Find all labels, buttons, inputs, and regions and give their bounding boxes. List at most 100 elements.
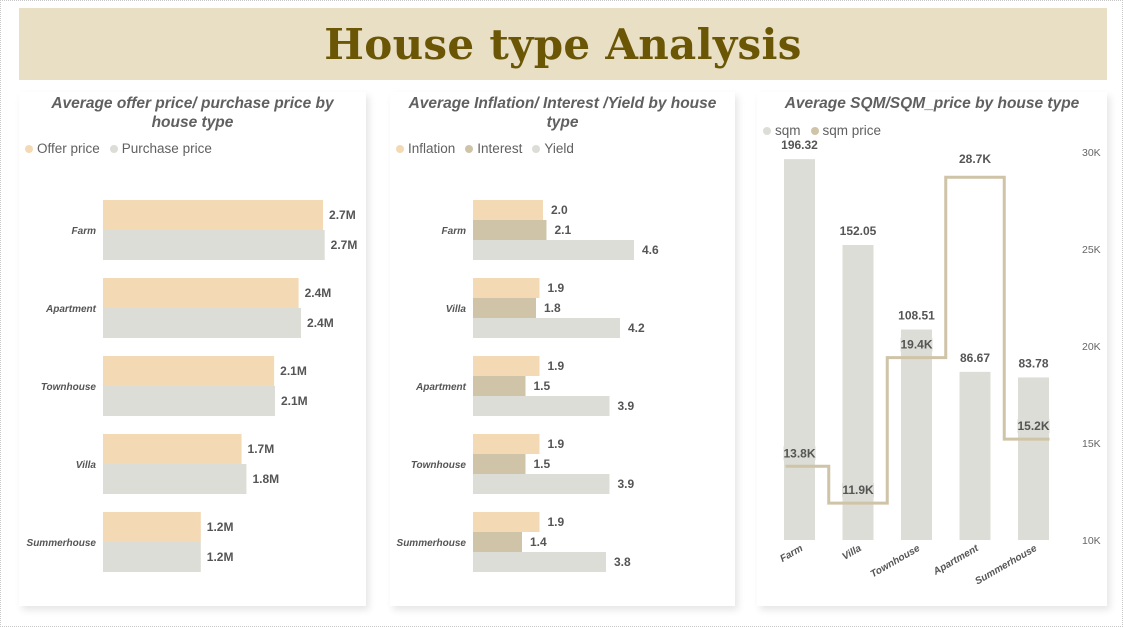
legend-dot-icon xyxy=(763,126,771,135)
bar-purchase-price-villa xyxy=(103,464,247,494)
chart-title-line: Average offer price/ purchase price by xyxy=(51,95,334,112)
data-label: 28.7K xyxy=(959,152,991,166)
chart-inflation-interest-yield[interactable]: Farm2.02.14.6Villa1.91.84.2Apartment1.91… xyxy=(390,92,735,606)
bar-purchase-price-summerhouse xyxy=(103,542,201,572)
data-label: 1.2M xyxy=(207,520,234,534)
page-title: House type Analysis xyxy=(324,19,802,69)
bar-yield-townhouse xyxy=(473,474,610,494)
data-label: 1.4 xyxy=(530,535,547,549)
legend-item-purchase-price[interactable]: Purchase price xyxy=(109,141,212,156)
category-label-summerhouse: Summerhouse xyxy=(397,538,467,549)
data-label: 3.9 xyxy=(618,477,635,491)
data-label: 83.78 xyxy=(1018,356,1048,370)
chart-title-line: type xyxy=(546,114,579,131)
bar-purchase-price-townhouse xyxy=(103,386,275,416)
line-sqm-price xyxy=(785,175,1050,505)
data-label-bg xyxy=(842,483,874,498)
chart-title-line: house type xyxy=(151,114,234,131)
panel-offer-purchase[interactable]: Average offer price/ purchase price by h… xyxy=(19,92,366,606)
bar-interest-farm xyxy=(473,220,547,240)
bar-yield-summerhouse xyxy=(473,552,606,572)
page-header: House type Analysis xyxy=(19,8,1107,80)
column-sqm-summerhouse xyxy=(1018,377,1049,540)
legend-label: Offer price xyxy=(37,141,100,156)
axis-tick-label: 10K xyxy=(1082,535,1101,547)
data-label: 152.05 xyxy=(840,224,877,238)
bar-interest-villa xyxy=(473,298,536,318)
category-label-farm: Farm xyxy=(778,543,805,565)
legend-item-interest[interactable]: Interest xyxy=(465,141,522,156)
legend-dot-icon xyxy=(532,144,541,153)
bar-offer-price-villa xyxy=(103,434,242,464)
category-label-summerhouse: Summerhouse xyxy=(27,538,97,549)
chart-title-line: Average SQM/SQM_price by house type xyxy=(784,95,1080,112)
bar-offer-price-farm xyxy=(103,200,324,230)
bar-purchase-price-farm xyxy=(103,230,325,260)
legend-item-yield[interactable]: Yield xyxy=(532,141,574,156)
data-label: 108.51 xyxy=(898,308,935,322)
data-label: 1.8M xyxy=(252,472,279,486)
bar-yield-apartment xyxy=(473,396,610,416)
category-label-townhouse: Townhouse xyxy=(41,382,97,393)
axis-tick-label: 25K xyxy=(1082,244,1101,256)
legend-dot-icon xyxy=(25,144,33,153)
category-label-summerhouse: Summerhouse xyxy=(973,543,1039,587)
data-label: 2.1M xyxy=(281,394,308,408)
data-label: 1.7M xyxy=(248,442,275,456)
data-label: 3.8 xyxy=(614,555,631,569)
legend-item-sqm-price[interactable]: sqm price xyxy=(810,123,881,138)
data-label: 86.67 xyxy=(960,351,990,365)
axis-tick-label: 15K xyxy=(1082,438,1101,450)
data-label: 15.2K xyxy=(1017,419,1049,433)
legend-dot-icon xyxy=(810,126,819,135)
chart-legend: Inflation Interest Yield xyxy=(396,141,574,156)
data-label: 2.1M xyxy=(280,364,307,378)
bar-yield-farm xyxy=(473,240,634,260)
data-label: 1.5 xyxy=(534,379,551,393)
category-label-villa: Villa xyxy=(841,543,864,563)
category-label-farm: Farm xyxy=(72,226,97,237)
chart-title: Average offer price/ purchase price by h… xyxy=(19,94,366,132)
panel-inflation-interest-yield[interactable]: Average Inflation/ Interest /Yield by ho… xyxy=(390,92,735,606)
bar-interest-apartment xyxy=(473,376,526,396)
category-label-apartment: Apartment xyxy=(415,382,467,393)
data-label: 2.7M xyxy=(331,238,358,252)
legend-item-sqm[interactable]: sqm xyxy=(763,123,801,138)
axis-tick-label: 30K xyxy=(1082,147,1101,159)
data-label: 3.9 xyxy=(618,399,635,413)
data-label-bg xyxy=(1017,419,1050,434)
chart-sqm-price[interactable]: 30K 25K 20K 15K 10K 196.32 Farm 152.05 Villa 108.… xyxy=(757,92,1107,606)
data-label: 4.6 xyxy=(642,243,659,257)
bar-inflation-townhouse xyxy=(473,434,540,454)
panel-sqm-price[interactable]: Average SQM/SQM_price by house type sqm … xyxy=(757,92,1107,606)
bar-inflation-apartment xyxy=(473,356,540,376)
chart-title: Average SQM/SQM_price by house type xyxy=(757,94,1107,113)
legend-item-offer-price[interactable]: Offer price xyxy=(25,141,100,156)
category-label-villa: Villa xyxy=(76,460,97,471)
bar-interest-townhouse xyxy=(473,454,526,474)
bar-purchase-price-apartment xyxy=(103,308,302,338)
data-label: 11.9K xyxy=(842,483,874,497)
data-label: 1.2M xyxy=(207,550,234,564)
legend-label: Purchase price xyxy=(121,141,212,156)
data-label: 1.5 xyxy=(534,457,551,471)
data-label: 2.1 xyxy=(555,223,572,237)
column-sqm-farm xyxy=(784,159,815,540)
data-label: 2.7M xyxy=(329,208,356,222)
data-label: 2.4M xyxy=(307,316,334,330)
data-label: 2.4M xyxy=(305,286,332,300)
category-label-villa: Villa xyxy=(446,304,467,315)
data-label: 4.2 xyxy=(628,321,645,335)
legend-dot-icon xyxy=(465,144,474,153)
data-label: 1.9 xyxy=(548,281,565,295)
data-label-bg xyxy=(783,446,816,461)
legend-dot-icon xyxy=(396,144,404,153)
chart-title: Average Inflation/ Interest /Yield by ho… xyxy=(390,94,735,132)
legend-item-inflation[interactable]: Inflation xyxy=(396,141,455,156)
chart-legend: sqm sqm price xyxy=(763,123,881,138)
bar-inflation-farm xyxy=(473,200,543,220)
chart-offer-purchase[interactable]: Farm 2.7M 2.7M Apartment 2.4M 2.4M Townhouse 2.… xyxy=(19,92,366,606)
column-sqm-apartment xyxy=(959,371,991,540)
bar-offer-price-summerhouse xyxy=(103,512,201,542)
category-label-apartment: Apartment xyxy=(931,543,981,578)
